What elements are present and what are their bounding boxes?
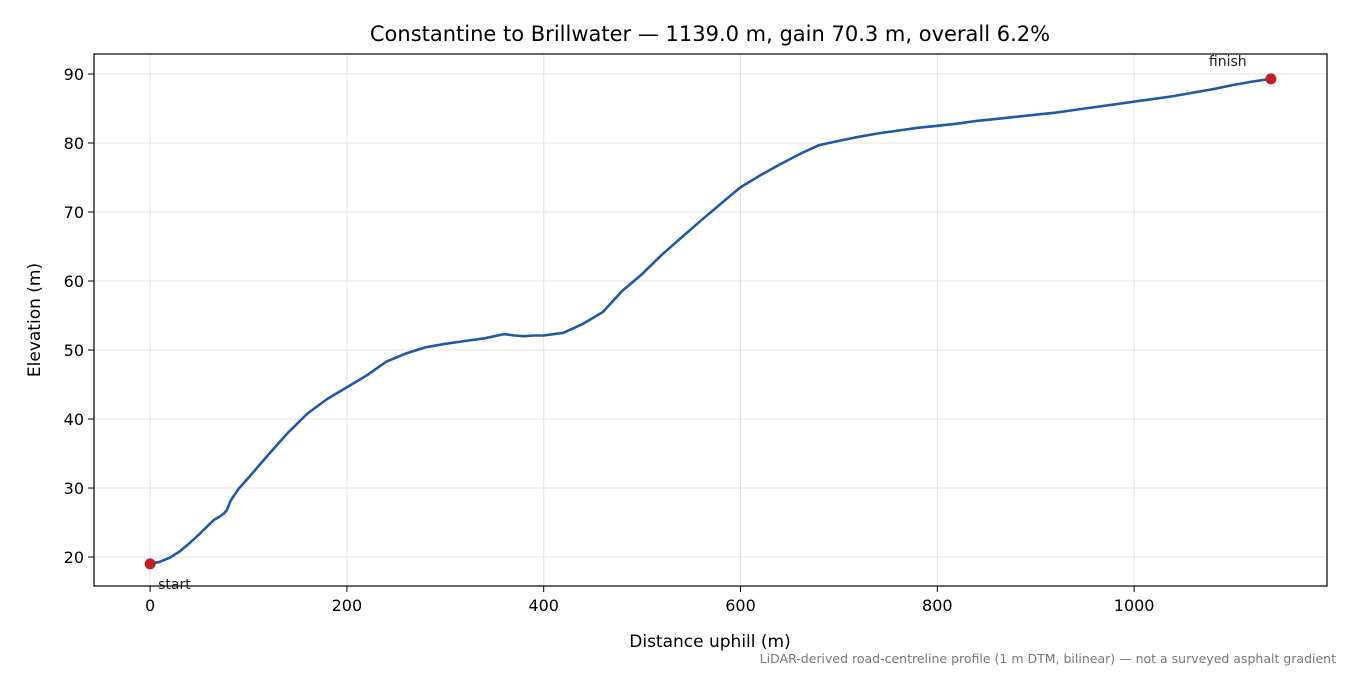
y-tick-label: 50 [64, 341, 84, 360]
x-tick-label: 600 [725, 596, 756, 615]
y-tick-label: 30 [64, 479, 84, 498]
y-tick-label: 60 [64, 272, 84, 291]
x-axis-label: Distance uphill (m) [629, 632, 790, 652]
y-tick-label: 70 [64, 203, 84, 222]
y-tick-label: 90 [64, 65, 84, 84]
y-tick-label: 40 [64, 410, 84, 429]
marker-layer: start finish [144, 54, 1277, 593]
axis-ticks: 0 200 400 600 800 1000 20 30 40 50 60 70 80 90 [64, 65, 1155, 615]
chart-title: Constantine to Brillwater — 1139.0 m, ga… [370, 22, 1050, 46]
series-layer [148, 77, 1273, 566]
finish-label: finish [1209, 54, 1247, 70]
plot-frame [93, 53, 1328, 587]
x-tick-label: 0 [145, 596, 155, 615]
finish-marker [1265, 73, 1277, 85]
elevation-line [148, 77, 1273, 566]
y-tick-label: 80 [64, 134, 84, 153]
y-tick-label: 20 [64, 548, 84, 567]
start-marker [144, 558, 156, 570]
y-axis-label: Elevation (m) [25, 263, 45, 377]
footnote: LiDAR-derived road-centreline profile (1… [759, 651, 1336, 666]
start-label: start [158, 577, 191, 593]
grid-lines [94, 54, 1327, 586]
x-tick-label: 1000 [1114, 596, 1155, 615]
x-tick-label: 200 [332, 596, 363, 615]
x-tick-label: 800 [922, 596, 953, 615]
x-tick-label: 400 [528, 596, 559, 615]
